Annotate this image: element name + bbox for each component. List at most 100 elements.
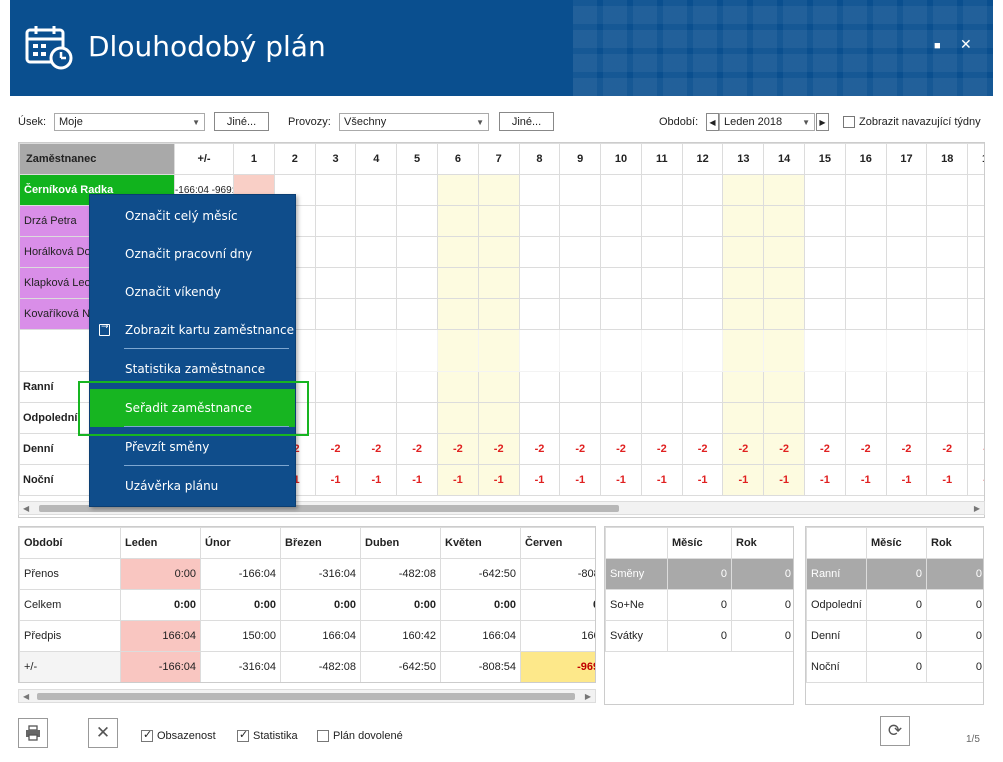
shift-cell[interactable] <box>396 174 438 206</box>
menu-item[interactable]: → Zobrazit kartu zaměstnance <box>90 311 295 349</box>
shift-cell[interactable] <box>844 298 887 330</box>
shift-cell[interactable] <box>967 298 984 330</box>
shift-cell[interactable] <box>477 174 520 206</box>
coverage-cell[interactable] <box>844 371 887 403</box>
coverage-cell[interactable]: -2 <box>763 433 806 465</box>
menu-item[interactable]: Seřadit zaměstnance <box>90 389 295 427</box>
coverage-cell[interactable]: -1 <box>804 464 846 496</box>
shift-cell[interactable] <box>722 205 765 237</box>
shift-cell[interactable] <box>518 174 561 206</box>
shift-cell[interactable] <box>681 205 724 237</box>
shift-cell[interactable] <box>437 298 479 330</box>
menu-item[interactable]: Statistika zaměstnance <box>90 350 295 388</box>
column-header-day[interactable]: 4 <box>355 143 398 175</box>
navazujici-checkbox[interactable] <box>843 116 855 128</box>
shift-cell[interactable] <box>804 236 846 268</box>
shift-cell[interactable] <box>314 267 357 299</box>
provozy-other-button[interactable]: Jiné... <box>499 112 554 131</box>
shift-cell[interactable] <box>804 298 846 330</box>
shift-cell[interactable] <box>640 298 683 330</box>
shift-cell[interactable] <box>926 174 969 206</box>
coverage-cell[interactable]: -1 <box>926 464 969 496</box>
period-column-header[interactable]: Duben <box>360 527 441 559</box>
shift-cell[interactable] <box>763 267 806 299</box>
coverage-cell[interactable] <box>396 402 438 434</box>
shift-cell[interactable] <box>559 174 602 206</box>
shift-cell[interactable] <box>396 298 438 330</box>
coverage-cell[interactable] <box>640 402 683 434</box>
coverage-cell[interactable] <box>559 402 602 434</box>
obsazenost-toggle[interactable]: Obsazenost <box>141 728 216 742</box>
shift-cell[interactable] <box>844 236 887 268</box>
shift-cell[interactable] <box>681 236 724 268</box>
shift-cell[interactable] <box>722 236 765 268</box>
period-column-header[interactable]: Období <box>19 527 121 559</box>
shift-cell[interactable] <box>518 298 561 330</box>
coverage-cell[interactable] <box>600 371 642 403</box>
statistika-toggle[interactable]: Statistika <box>237 728 298 742</box>
column-header-day[interactable]: 10 <box>600 143 642 175</box>
column-header-day[interactable]: 14 <box>763 143 806 175</box>
navazujici-toggle[interactable]: Zobrazit navazující týdny <box>843 116 981 128</box>
column-header-day[interactable]: 12 <box>681 143 724 175</box>
shift-cell[interactable] <box>885 267 928 299</box>
shift-cell[interactable] <box>640 174 683 206</box>
coverage-cell[interactable]: -1 <box>681 464 724 496</box>
coverage-cell[interactable]: -2 <box>518 433 561 465</box>
shift-cell[interactable] <box>600 174 642 206</box>
column-header-employee[interactable]: Zaměstnanec <box>19 143 175 175</box>
statistika-checkbox[interactable] <box>237 728 249 742</box>
coverage-cell[interactable]: -2 <box>640 433 683 465</box>
coverage-cell[interactable] <box>763 371 806 403</box>
shift-cell[interactable] <box>885 236 928 268</box>
refresh-button[interactable]: ⟳ <box>880 716 910 746</box>
column-header-day[interactable]: 5 <box>396 143 438 175</box>
coverage-cell[interactable]: -2 <box>559 433 602 465</box>
period-column-header[interactable]: Červen <box>520 527 595 559</box>
coverage-cell[interactable]: -2 <box>722 433 765 465</box>
coverage-cell[interactable] <box>518 402 561 434</box>
shift-cell[interactable] <box>926 298 969 330</box>
shift-cell[interactable] <box>600 205 642 237</box>
shift-cell[interactable] <box>559 298 602 330</box>
shift-cell[interactable] <box>681 267 724 299</box>
shift-cell[interactable] <box>314 174 357 206</box>
coverage-cell[interactable]: -2 <box>355 433 398 465</box>
coverage-cell[interactable]: -2 <box>314 433 357 465</box>
shift-cell[interactable] <box>559 267 602 299</box>
column-header-day[interactable]: 3 <box>314 143 357 175</box>
shift-cell[interactable] <box>926 205 969 237</box>
prev-period-button[interactable]: ◀ <box>706 113 719 131</box>
shift-cell[interactable] <box>844 267 887 299</box>
shift-cell[interactable] <box>640 267 683 299</box>
menu-item[interactable]: Označit víkendy <box>90 273 295 311</box>
coverage-cell[interactable] <box>967 371 984 403</box>
coverage-cell[interactable] <box>600 402 642 434</box>
coverage-cell[interactable]: -1 <box>355 464 398 496</box>
shift-cell[interactable] <box>355 205 398 237</box>
shift-cell[interactable] <box>722 267 765 299</box>
shift-cell[interactable] <box>640 205 683 237</box>
column-header-day[interactable]: 8 <box>518 143 561 175</box>
coverage-cell[interactable] <box>559 371 602 403</box>
coverage-cell[interactable] <box>396 371 438 403</box>
shift-cell[interactable] <box>355 236 398 268</box>
shift-cell[interactable] <box>355 267 398 299</box>
coverage-cell[interactable] <box>844 402 887 434</box>
coverage-cell[interactable]: -1 <box>600 464 642 496</box>
shift-cell[interactable] <box>804 267 846 299</box>
shift-cell[interactable] <box>355 174 398 206</box>
coverage-cell[interactable]: -2 <box>681 433 724 465</box>
column-header-day[interactable]: 16 <box>844 143 887 175</box>
coverage-cell[interactable]: -1 <box>967 464 984 496</box>
column-header-day[interactable]: 7 <box>477 143 520 175</box>
period-column-header[interactable]: Květen <box>440 527 521 559</box>
shift-cell[interactable] <box>763 298 806 330</box>
coverage-cell[interactable] <box>722 402 765 434</box>
shift-cell[interactable] <box>926 236 969 268</box>
provozy-combo[interactable]: Všechny ▼ <box>339 113 489 131</box>
next-period-button[interactable]: ▶ <box>816 113 829 131</box>
coverage-cell[interactable]: -2 <box>437 433 479 465</box>
shift-cell[interactable] <box>355 298 398 330</box>
shift-cell[interactable] <box>477 205 520 237</box>
